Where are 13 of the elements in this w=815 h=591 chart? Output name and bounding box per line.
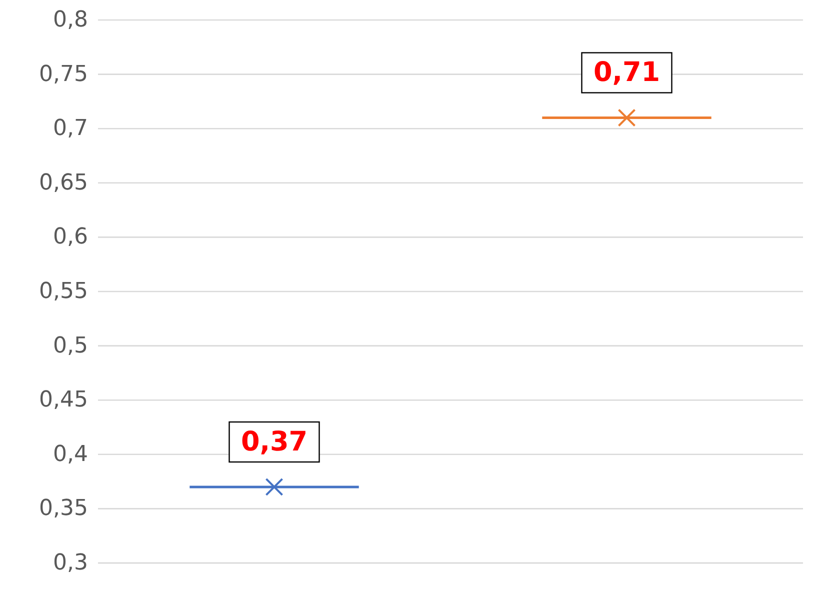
y-tick-label: 0,3 [53, 550, 88, 576]
y-tick-label: 0,55 [39, 279, 88, 304]
y-tick-label: 0,7 [53, 116, 88, 142]
y-tick-label: 0,8 [53, 8, 88, 32]
text: 0,71 [593, 57, 660, 88]
y-tick-label: 0,65 [39, 170, 88, 196]
y-tick-label: 0,75 [39, 62, 88, 87]
y-tick-label: 0,6 [53, 224, 88, 250]
text: 0,37 [240, 426, 308, 458]
y-tick-label: 0,4 [53, 442, 88, 467]
y-tick-label: 0,35 [39, 496, 88, 522]
y-tick-label: 0,45 [39, 388, 88, 413]
y-tick-label: 0,5 [53, 333, 88, 358]
